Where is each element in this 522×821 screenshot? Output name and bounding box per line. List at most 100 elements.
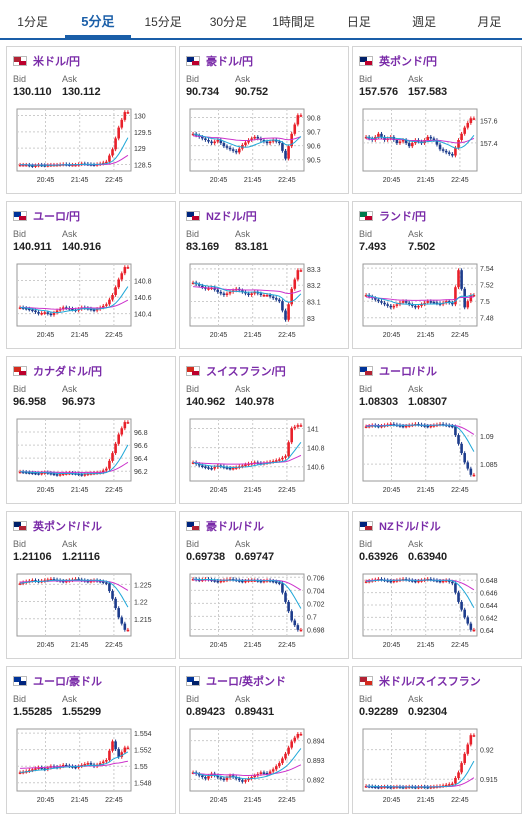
candle-body (432, 138, 436, 140)
tab-1[interactable]: 5分足 (65, 0, 131, 38)
candle-body (454, 777, 457, 784)
pair-name-link[interactable]: カナダドル/円 (33, 366, 103, 378)
pair-name-link[interactable]: 豪ドル/円 (206, 56, 254, 68)
candle-body (364, 581, 368, 583)
pair-name-link[interactable]: NZドル/円 (206, 211, 257, 223)
candle-body (222, 778, 226, 781)
ask-value: 1.08307 (408, 396, 448, 408)
card-header: ユーロ/英ポンド (186, 674, 286, 688)
candle-body (278, 299, 281, 302)
candle-body (71, 308, 74, 311)
candle-body (18, 772, 22, 774)
rate-card[interactable]: 米ドル/スイスフラン Bid Ask 0.92289 0.92304 0.92 0.915 2… (352, 666, 522, 814)
candle-body (414, 305, 417, 308)
flag-icon (186, 676, 200, 686)
candle-body (429, 425, 433, 428)
candle-body (296, 425, 300, 427)
pair-name-link[interactable]: 英ポンド/ドル (33, 521, 103, 533)
candle-body (105, 760, 108, 762)
pair-name-link[interactable]: ユーロ/ドル (379, 366, 438, 378)
candle-body (423, 140, 426, 144)
candle-body (225, 293, 229, 295)
rate-card[interactable]: NZドル/ドル Bid Ask 0.63926 0.63940 0.648 0.646 0.6… (352, 511, 522, 659)
candle-body (457, 270, 460, 288)
rate-card[interactable]: 英ポンド/ドル Bid Ask 1.21106 1.21116 1.225 1.22 1.21… (6, 511, 176, 659)
candle-body (299, 629, 303, 632)
pair-name-link[interactable]: ユーロ/英ポンド (206, 676, 287, 688)
pair-name-link[interactable]: 米ドル/スイスフラン (379, 676, 481, 688)
candle-body (284, 753, 287, 759)
candle-body (466, 462, 470, 469)
y-tick-label: 0.648 (480, 578, 498, 585)
candle-body (101, 581, 105, 583)
candle-body (389, 580, 393, 583)
candle-body (392, 786, 396, 789)
candle-body (460, 133, 463, 140)
candle-body (265, 141, 269, 144)
x-tick-label: 20:45 (210, 642, 228, 649)
rate-card[interactable]: 米ドル/円 Bid Ask 130.110 130.112 130 129.5 129 128.… (6, 46, 176, 194)
candle-body (231, 775, 235, 778)
rate-card[interactable]: ユーロ/ドル Bid Ask 1.08303 1.08307 1.09 1.085 20:45… (352, 356, 522, 504)
candle-body (58, 308, 62, 311)
pair-name-link[interactable]: 英ポンド/円 (379, 56, 438, 68)
candle-body (247, 293, 250, 295)
candle-body (120, 273, 124, 280)
ma-short-line (366, 424, 475, 452)
candle-body (228, 147, 232, 150)
candle-body (423, 302, 426, 305)
candle-body (441, 580, 445, 583)
pair-name-link[interactable]: ユーロ/豪ドル (33, 676, 103, 688)
candle-body (262, 772, 266, 774)
rate-card[interactable]: 豪ドル/ドル Bid Ask 0.69738 0.69747 0.706 0.704 0.70… (179, 511, 349, 659)
tab-0[interactable]: 1分足 (17, 15, 48, 29)
tab-6[interactable]: 週足 (412, 15, 437, 29)
rate-card[interactable]: NZドル/円 Bid Ask 83.169 83.181 83.3 83.2 83.1 83 20… (179, 201, 349, 349)
rate-card[interactable]: カナダドル/円 Bid Ask 96.958 96.973 96.8 96.6 96.4 96.… (6, 356, 176, 504)
bid-label: Bid (186, 74, 200, 84)
ask-label: Ask (235, 229, 251, 239)
candle-body (472, 735, 476, 737)
y-tick-label: 1.548 (134, 781, 152, 788)
x-tick-label: 21:45 (244, 642, 262, 649)
tab-5[interactable]: 日足 (346, 15, 371, 29)
tab-2[interactable]: 15分足 (144, 15, 182, 29)
rate-card[interactable]: スイスフラン/円 Bid Ask 140.962 140.978 141 140.8 140.… (179, 356, 349, 504)
candle-body (284, 150, 287, 159)
candle-body (241, 290, 244, 292)
candle-body (472, 474, 476, 477)
rate-card[interactable]: 英ポンド/円 Bid Ask 157.576 157.583 157.6 157.4 20:4… (352, 46, 522, 194)
flag-icon (13, 521, 27, 531)
candle-body (410, 143, 414, 147)
candle-body (469, 468, 473, 475)
rate-card[interactable]: ユーロ/円 Bid Ask 140.911 140.916 140.8 140.6 140.4… (6, 201, 176, 349)
y-tick-label: 83 (307, 316, 315, 323)
candle-body (201, 136, 204, 139)
pair-name-link[interactable]: NZドル/ドル (379, 521, 441, 533)
candle-body (191, 282, 195, 285)
price-chart: 130 129.5 129 128.5 20:45 21:45 22:45 (16, 108, 152, 184)
pair-name-link[interactable]: 米ドル/円 (33, 56, 81, 68)
candle-body (447, 301, 451, 303)
ma-short-line (366, 760, 475, 788)
candle-body (460, 763, 463, 773)
candle-body (89, 580, 93, 583)
rate-card[interactable]: ユーロ/豪ドル Bid Ask 1.55285 1.55299 1.554 1.552 1.5… (6, 666, 176, 814)
rate-card[interactable]: ランド/円 Bid Ask 7.493 7.502 7.54 7.52 7.5 7.48 20:4… (352, 201, 522, 349)
tab-3[interactable]: 30分足 (209, 15, 248, 29)
candle-body (293, 620, 297, 626)
x-tick-label: 20:45 (37, 332, 55, 339)
candle-body (234, 467, 238, 469)
pair-name-link[interactable]: ユーロ/円 (33, 211, 81, 223)
pair-name-link[interactable]: ランド/円 (379, 211, 427, 223)
rate-card[interactable]: ユーロ/英ポンド Bid Ask 0.89423 0.89431 0.894 0.893 0.… (179, 666, 349, 814)
candle-body (466, 301, 470, 308)
candle-body (120, 119, 124, 128)
candle-body (472, 295, 476, 297)
tab-7[interactable]: 月足 (477, 15, 502, 29)
tab-4[interactable]: 1時間足 (272, 15, 315, 29)
rate-card[interactable]: 豪ドル/円 Bid Ask 90.734 90.752 90.8 90.7 90.6 90.5 2… (179, 46, 349, 194)
candle-body (401, 301, 405, 303)
pair-name-link[interactable]: 豪ドル/ドル (206, 521, 265, 533)
pair-name-link[interactable]: スイスフラン/円 (206, 366, 286, 378)
